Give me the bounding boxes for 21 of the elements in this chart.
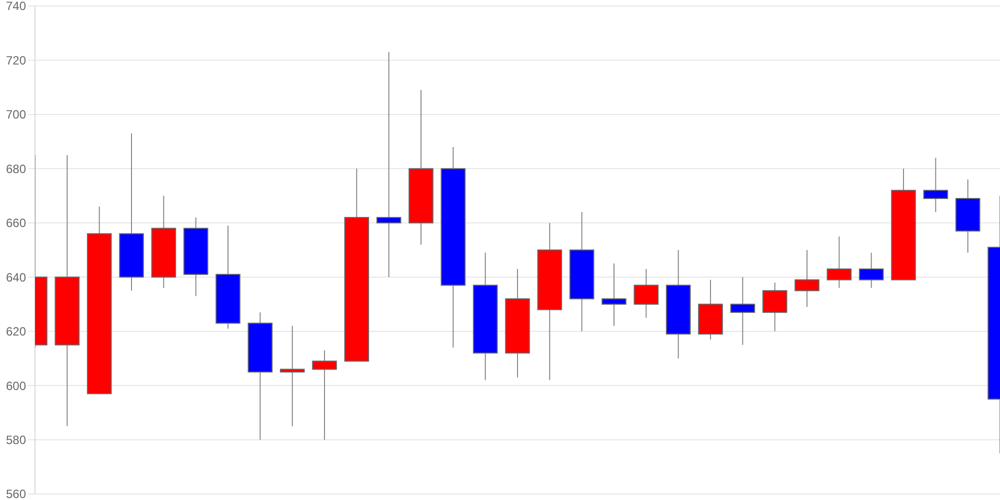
candlestick <box>826 236 852 288</box>
candlestick <box>376 52 402 278</box>
y-tick-label: 700 <box>6 108 26 122</box>
y-tick-label: 740 <box>6 0 26 14</box>
y-tick-label: 600 <box>6 378 26 393</box>
y-tick-label: 680 <box>6 162 26 176</box>
y-tick-label: 640 <box>6 270 26 284</box>
candlestick <box>762 282 788 332</box>
candlestick <box>730 276 756 346</box>
candlestick <box>602 263 626 326</box>
y-tick-label: 560 <box>6 487 26 500</box>
y-tick-label: 660 <box>6 216 26 230</box>
candlestick <box>794 250 820 308</box>
y-tick-label: 620 <box>6 324 26 339</box>
y-tick-label: 580 <box>6 432 26 447</box>
candlestick <box>312 350 337 440</box>
y-tick-label: 720 <box>6 53 26 68</box>
candlestick <box>923 157 948 213</box>
candlestick <box>280 325 305 427</box>
candlestick <box>858 252 884 288</box>
candlestick <box>634 268 659 318</box>
